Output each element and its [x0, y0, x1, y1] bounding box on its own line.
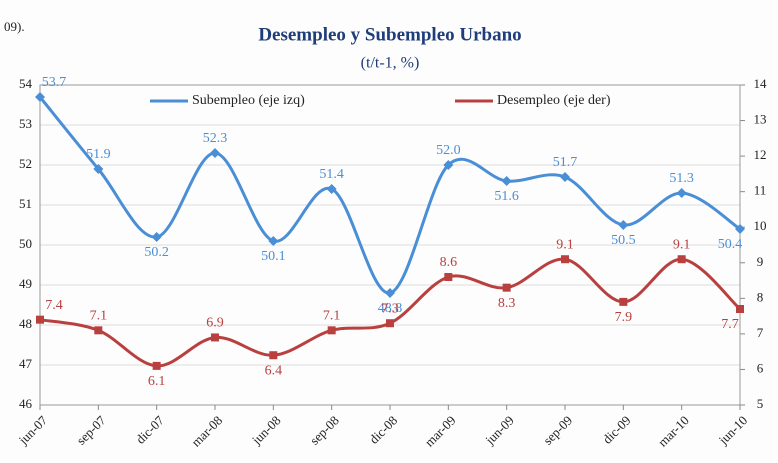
y-tick-label: 53 [19, 116, 32, 131]
data-label: 50.4 [718, 237, 743, 252]
y-tick-label: 51 [19, 196, 32, 211]
data-label: 51.7 [553, 155, 578, 170]
y-tick-label: 52 [19, 156, 32, 171]
marker [152, 361, 161, 370]
data-label: 48.8 [378, 301, 403, 316]
marker [385, 288, 395, 298]
y2-tick-label: 14 [754, 76, 768, 91]
marker [93, 164, 104, 174]
data-label: 7.9 [615, 310, 633, 325]
data-label: 51.6 [494, 189, 519, 204]
marker [151, 232, 162, 242]
y2-tick-label: 11 [754, 183, 767, 198]
y2-tick-label: 6 [757, 360, 764, 375]
marker [211, 333, 219, 342]
y2-tick-label: 5 [757, 396, 764, 411]
y-tick-label: 47 [19, 356, 33, 371]
data-label: 7.1 [323, 309, 341, 324]
data-label: 50.2 [144, 245, 169, 260]
y-tick-label: 46 [19, 396, 33, 411]
data-label: 52.0 [436, 143, 461, 158]
marker [210, 148, 220, 158]
legend-label: Desempleo (eje der) [497, 93, 611, 108]
data-label: 53.7 [42, 75, 67, 90]
y2-tick-label: 13 [754, 112, 767, 127]
data-label: 52.3 [203, 131, 228, 146]
chart-title: Desempleo y Subempleo Urbano [258, 24, 521, 45]
y-tick-label: 48 [19, 316, 32, 331]
data-label: 50.1 [261, 249, 286, 264]
y2-tick-label: 10 [754, 218, 767, 233]
marker [676, 188, 687, 198]
y2-tick-label: 12 [754, 147, 767, 162]
marker [35, 92, 45, 102]
marker [269, 351, 278, 360]
y-tick-label: 49 [19, 276, 32, 291]
data-label: 7.1 [90, 309, 108, 324]
data-label: 6.1 [148, 374, 166, 389]
marker [677, 255, 686, 264]
y2-tick-label: 8 [757, 289, 764, 304]
data-label: 8.3 [498, 296, 516, 311]
data-label: 9.1 [556, 237, 574, 252]
data-label: 51.3 [669, 171, 694, 186]
data-label: 8.6 [440, 255, 458, 270]
marker [36, 315, 44, 324]
y-tick-label: 54 [19, 76, 33, 91]
legend-label: Subempleo (eje izq) [192, 93, 305, 108]
marker [268, 236, 279, 246]
data-label: 50.5 [611, 233, 636, 248]
marker [561, 255, 569, 264]
data-label: 6.9 [206, 316, 224, 331]
data-label: 6.4 [265, 363, 283, 378]
marker [735, 224, 745, 234]
marker [326, 184, 337, 194]
marker [560, 172, 570, 182]
data-label: 7.3 [381, 301, 399, 316]
marker [443, 160, 454, 170]
y-tick-label: 50 [19, 236, 32, 251]
marker [618, 220, 629, 230]
y2-tick-label: 7 [757, 325, 764, 340]
chart-subtitle: (t/t-1, %) [361, 55, 420, 72]
marker [502, 283, 511, 292]
marker [501, 176, 512, 186]
data-label: 51.4 [319, 167, 344, 182]
data-label: 7.7 [721, 317, 739, 332]
marker [386, 319, 394, 328]
marker [327, 326, 336, 335]
marker [444, 273, 453, 281]
data-label: 51.9 [86, 147, 111, 162]
marker [619, 297, 628, 306]
note: 09). [4, 19, 25, 34]
data-label: 9.1 [673, 237, 691, 252]
y2-tick-label: 9 [757, 254, 764, 269]
data-label: 7.4 [45, 298, 63, 313]
marker [94, 326, 103, 335]
marker [736, 305, 744, 313]
